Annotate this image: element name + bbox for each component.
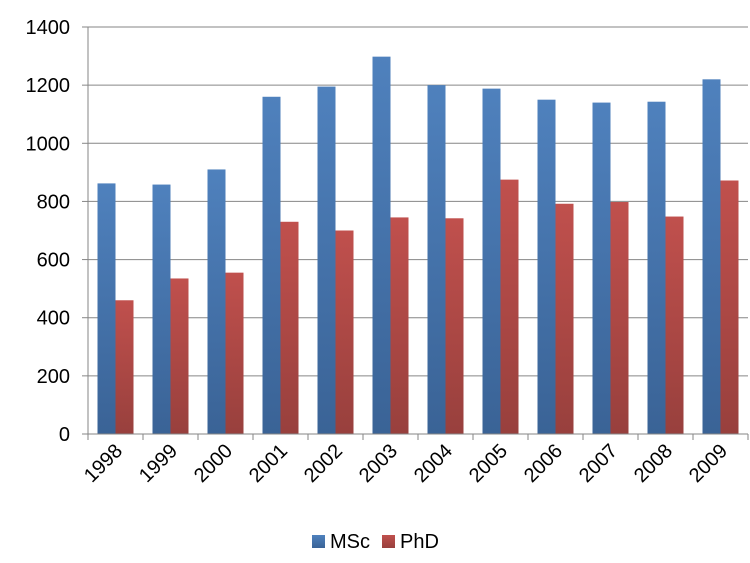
x-tick-label: 2003 (355, 440, 402, 487)
y-tick-label: 800 (37, 191, 70, 213)
legend-label-msc: MSc (330, 531, 370, 553)
bar-phd-1998 (115, 300, 134, 434)
x-tick-label: 2004 (410, 440, 457, 487)
x-tick-label: 1998 (80, 440, 127, 487)
x-tick-label: 2002 (300, 440, 347, 487)
y-tick-label: 0 (59, 424, 70, 446)
x-tick-label: 2008 (630, 440, 677, 487)
x-tick-label: 2005 (465, 440, 512, 487)
bar-phd-2000 (225, 272, 244, 434)
y-tick-label: 400 (37, 308, 70, 330)
bars (97, 56, 739, 435)
bar-msc-2008 (647, 101, 666, 435)
x-tick-label: 2000 (190, 440, 237, 487)
bar-phd-2003 (390, 217, 409, 434)
gridlines (88, 26, 748, 377)
bar-phd-2002 (335, 230, 354, 434)
bar-msc-2007 (592, 102, 611, 434)
axes (82, 26, 749, 440)
bar-msc-2003 (372, 56, 391, 434)
x-tick-label: 2009 (685, 440, 732, 487)
bar-msc-2004 (427, 85, 446, 435)
y-tick-label: 200 (37, 366, 70, 388)
bar-phd-2008 (665, 216, 684, 434)
legend-swatch-phd (382, 535, 395, 548)
bar-msc-2005 (482, 88, 501, 434)
y-tick-label: 1000 (26, 133, 71, 155)
bar-msc-2001 (262, 96, 281, 435)
legend-label-phd: PhD (400, 531, 439, 553)
bar-msc-1999 (152, 184, 171, 434)
legend: MSc PhD (312, 531, 439, 553)
bar-msc-2006 (537, 99, 556, 434)
bar-msc-1998 (97, 183, 116, 434)
bar-phd-1999 (170, 278, 189, 434)
bar-phd-2006 (555, 203, 574, 434)
legend-swatch-msc (312, 535, 325, 548)
bar-phd-2005 (500, 179, 519, 434)
y-tick-label: 600 (37, 250, 70, 272)
x-tick-label: 2007 (575, 440, 622, 487)
bar-phd-2009 (720, 180, 739, 434)
y-tick-label: 1200 (26, 75, 71, 97)
bar-msc-2000 (207, 169, 226, 434)
x-tick-label: 1999 (135, 440, 182, 487)
bar-msc-2009 (702, 79, 721, 434)
y-tick-labels: 0 200 400 600 800 1000 1200 1400 (26, 17, 71, 446)
x-tick-labels: 1998 1999 2000 2001 2002 2003 2004 2005 2006 2007… (80, 440, 732, 487)
bar-phd-2004 (445, 218, 464, 434)
y-tick-label: 1400 (26, 17, 71, 39)
bar-phd-2007 (610, 202, 629, 434)
bar-phd-2001 (280, 221, 299, 434)
bar-msc-2002 (317, 86, 336, 434)
x-tick-label: 2006 (520, 440, 567, 487)
x-tick-label: 2001 (245, 440, 292, 487)
